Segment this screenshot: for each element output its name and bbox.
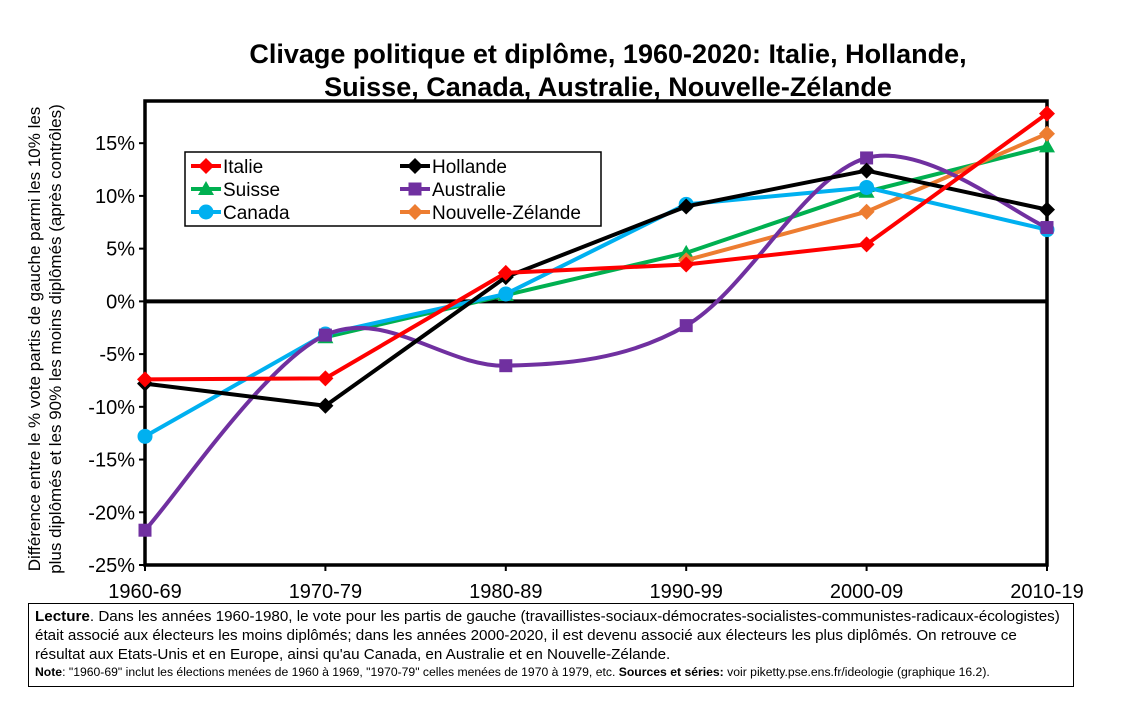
- sources-label: Sources et séries:: [618, 665, 724, 679]
- data-point-canada: [137, 428, 153, 444]
- data-point-australie: [318, 328, 332, 342]
- y-tick-label: -25%: [88, 555, 135, 577]
- data-point-australie: [860, 151, 874, 165]
- x-tick-label: 2010-19: [1010, 581, 1083, 600]
- data-point-italie: [678, 256, 695, 273]
- note-text: : "1960-69" inclut les élections menées …: [62, 665, 619, 679]
- data-point-italie: [1039, 105, 1055, 122]
- data-point-italie: [137, 371, 153, 388]
- lecture-label: Lecture: [35, 608, 90, 625]
- plot-frame: [143, 99, 1049, 567]
- y-tick-label: -20%: [88, 502, 135, 524]
- data-point-australie: [138, 523, 152, 537]
- series-line-italie: [144, 112, 1049, 382]
- data-point-hollande: [678, 198, 695, 215]
- x-tick-label: 2000-09: [830, 581, 903, 600]
- legend-label-canada: Canada: [223, 203, 290, 224]
- legend-marker-italie: [198, 158, 214, 174]
- data-point-nouvelle-zelande: [1039, 125, 1055, 142]
- data-point-italie: [497, 264, 514, 281]
- chart-title-line-1: Clivage politique et diplôme, 1960-2020:…: [249, 39, 966, 69]
- data-point-hollande: [858, 162, 875, 179]
- data-point-canada: [859, 179, 875, 195]
- data-point-hollande: [1039, 201, 1055, 218]
- data-point-hollande: [317, 397, 334, 414]
- legend-label-italie: Italie: [223, 157, 263, 178]
- x-tick-label: 1970-79: [289, 581, 362, 600]
- sources-text: voir piketty.pse.ens.fr/ideologie (graph…: [723, 665, 990, 679]
- lecture-paragraph: Lecture. Dans les années 1960-1980, le v…: [35, 607, 1067, 664]
- y-tick-label: 0%: [106, 291, 135, 313]
- data-point-italie: [858, 236, 875, 253]
- data-point-italie: [317, 370, 334, 387]
- y-tick-label: -5%: [99, 344, 135, 366]
- notes-box: Lecture. Dans les années 1960-1980, le v…: [28, 603, 1074, 687]
- data-point-australie: [499, 359, 513, 373]
- legend: Italie Hollande Suisse Australie Canada Nouve…: [184, 151, 602, 227]
- y-axis-label-line-2: plus diplômés et les 90% les moins diplô…: [46, 104, 65, 574]
- legend-marker-suisse: [198, 181, 214, 195]
- legend-marker-nouvelle-zelande: [407, 204, 423, 220]
- note-line: Note: "1960-69" inclut les élections men…: [35, 664, 1067, 681]
- data-point-australie: [1040, 221, 1054, 235]
- y-tick-label: -10%: [88, 397, 135, 419]
- legend-label-australie: Australie: [432, 180, 506, 201]
- x-tick-label: 1990-99: [649, 581, 722, 600]
- series-line-australie: [143, 153, 1048, 532]
- legend-marker-canada: [198, 204, 214, 220]
- lecture-text: . Dans les années 1960-1980, le vote pou…: [35, 608, 1060, 663]
- y-axis-label: Différence entre le % vote partis de gau…: [25, 104, 65, 574]
- data-point-nouvelle-zelande: [858, 203, 875, 220]
- legend-label-nouvelle-zelande: Nouvelle-Zélande: [432, 203, 581, 224]
- data-point-suisse: [1039, 138, 1055, 153]
- data-point-canada: [498, 286, 514, 302]
- plot-area: 15% 10% 5% 0% -5% -10% -15% -20% -25% 1960-69 1970…: [88, 99, 1084, 600]
- y-tick-label: -15%: [88, 450, 135, 472]
- line-chart: Clivage politique et diplôme, 1960-2020:…: [25, 39, 1084, 600]
- legend-label-suisse: Suisse: [223, 180, 280, 201]
- x-tick-label: 1960-69: [108, 581, 181, 600]
- y-tick-label: 15%: [95, 133, 135, 155]
- y-tick-label: 10%: [95, 186, 135, 208]
- y-axis-label-line-1: Différence entre le % vote partis de gau…: [25, 107, 44, 572]
- legend-label-hollande: Hollande: [432, 157, 507, 178]
- x-tick-label: 1980-89: [469, 581, 542, 600]
- legend-marker-hollande: [407, 158, 423, 174]
- chart-title-line-2: Suisse, Canada, Australie, Nouvelle-Zéla…: [324, 72, 892, 102]
- data-point-australie: [679, 319, 693, 333]
- legend-box: [184, 151, 602, 227]
- legend-marker-australie: [408, 182, 422, 196]
- note-label: Note: [35, 665, 63, 679]
- series-line-hollande: [144, 168, 1048, 408]
- series-line-canada: [144, 185, 1048, 439]
- data-point-suisse: [678, 244, 695, 259]
- y-tick-label: 5%: [106, 239, 135, 261]
